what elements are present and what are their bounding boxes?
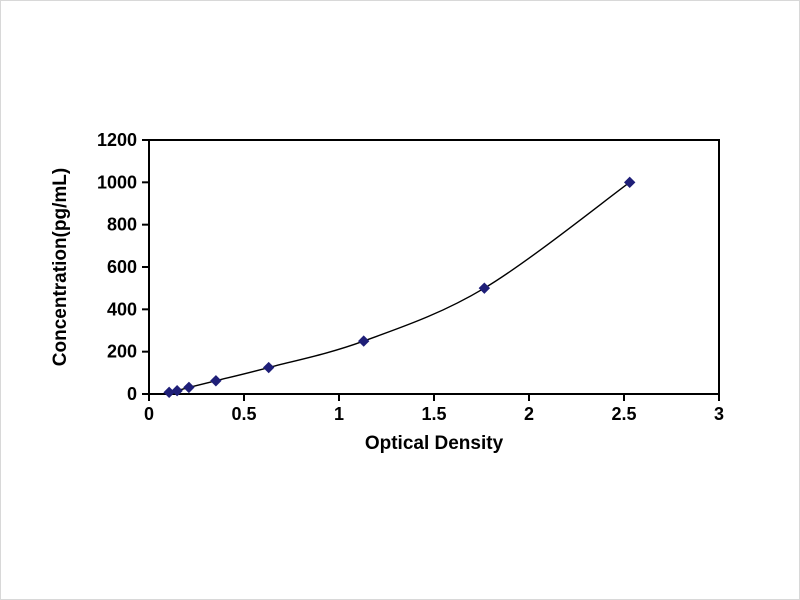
data-point-marker: [183, 381, 195, 394]
data-point-marker: [163, 386, 175, 399]
data-point-marker: [623, 176, 636, 189]
x-tick-label: 1: [334, 404, 344, 424]
data-point-marker: [262, 361, 275, 374]
y-tick-label: 0: [127, 384, 137, 404]
x-tick-label: 0: [144, 404, 154, 424]
data-point-marker: [171, 384, 183, 397]
y-tick-label: 1000: [97, 172, 137, 192]
y-tick-label: 800: [107, 215, 137, 235]
y-tick-label: 200: [107, 342, 137, 362]
y-axis-title: Concentration(pg/mL): [50, 167, 71, 367]
y-tick-label: 600: [107, 257, 137, 277]
x-tick-label: 2: [524, 404, 534, 424]
data-point-marker: [357, 335, 370, 347]
x-tick-label: 3: [714, 404, 724, 424]
x-axis-title: Optical Density: [364, 433, 504, 454]
data-point-marker: [210, 375, 222, 387]
y-tick-label: 1200: [97, 130, 137, 150]
y-tick-label: 400: [107, 299, 137, 319]
data-point-marker: [478, 282, 491, 294]
curve-line: [168, 181, 631, 394]
x-tick-label: 2.5: [611, 404, 636, 424]
plot-frame: [148, 139, 720, 395]
x-tick-label: 1.5: [421, 404, 446, 424]
x-tick-label: 0.5: [231, 404, 256, 424]
